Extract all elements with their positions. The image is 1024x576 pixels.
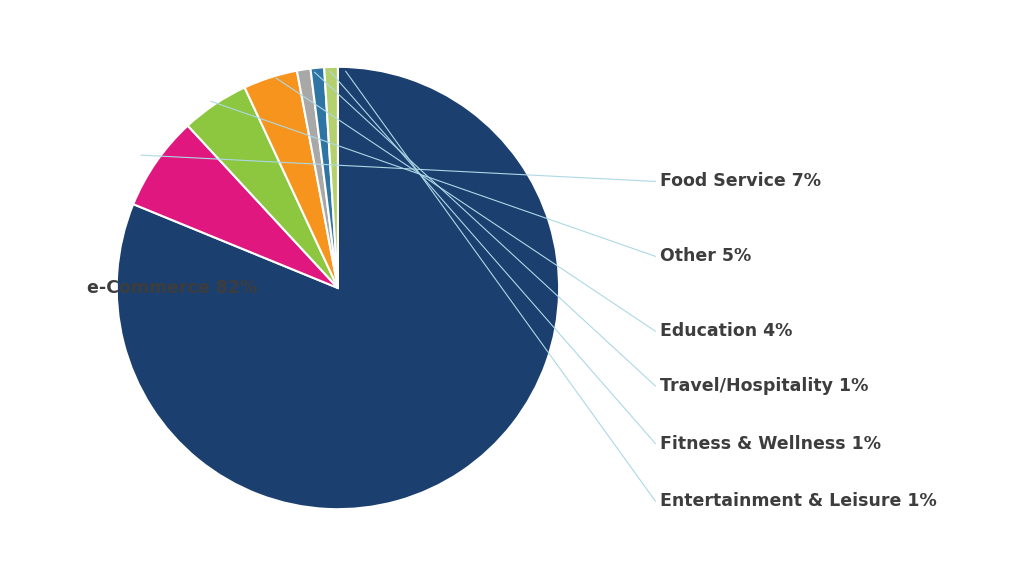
Wedge shape bbox=[325, 67, 338, 288]
Text: Entertainment & Leisure 1%: Entertainment & Leisure 1% bbox=[660, 492, 937, 510]
Text: e-Commerce 82%: e-Commerce 82% bbox=[87, 279, 257, 297]
Wedge shape bbox=[310, 67, 338, 288]
Text: Education 4%: Education 4% bbox=[660, 322, 793, 340]
Text: Travel/Hospitality 1%: Travel/Hospitality 1% bbox=[660, 377, 868, 395]
Wedge shape bbox=[297, 69, 338, 288]
Wedge shape bbox=[245, 71, 338, 288]
Text: Other 5%: Other 5% bbox=[660, 247, 752, 266]
Wedge shape bbox=[117, 67, 559, 509]
Text: Fitness & Wellness 1%: Fitness & Wellness 1% bbox=[660, 434, 882, 453]
Wedge shape bbox=[133, 126, 338, 288]
Wedge shape bbox=[187, 88, 338, 288]
Text: Food Service 7%: Food Service 7% bbox=[660, 172, 821, 191]
